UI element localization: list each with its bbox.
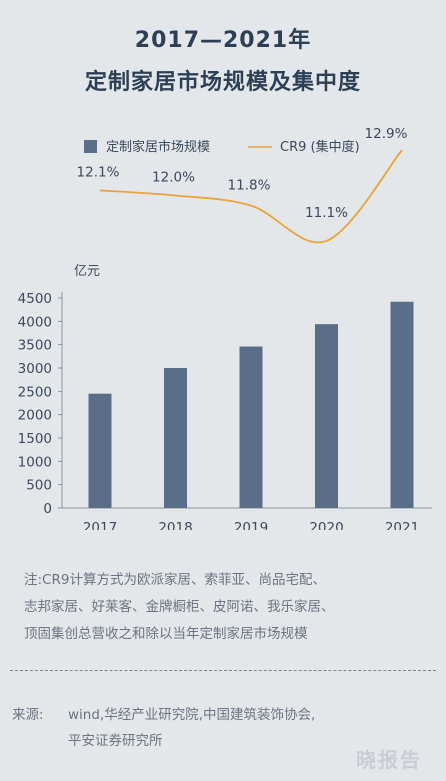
divider [10,670,436,671]
x-tick-label-2020: 2020 [309,520,343,530]
chart-title-line1: 2017—2021年 [134,28,312,53]
watermark-logo: 晓报告 [356,748,422,772]
legend-line-label: CR9 (集中度) [280,139,360,155]
source-line-2: 平安证券研究所 [68,733,163,749]
y-tick-label-1: 500 [26,478,52,494]
y-axis-unit-label: 亿元 [74,264,100,279]
cr9-line [99,149,403,244]
x-tick-label-2017: 2017 [83,520,117,530]
cr9-label-2019: 11.8% [228,178,271,194]
note-line-2: 志邦家居、好莱客、金牌橱柜、皮阿诺、我乐家居、 [24,599,335,615]
legend-bar-label: 定制家居市场规模 [106,139,210,155]
y-tick-label-9: 4500 [18,291,52,307]
y-tick-label-0: 0 [43,501,52,517]
bar-2021 [390,301,414,508]
note-line-1: 注:CR9计算方式为欧派家居、索菲亚、尚品宅配、 [24,572,326,588]
y-tick-label-4: 2000 [18,408,52,424]
legend-bar-swatch [84,140,97,153]
x-tick-label-2019: 2019 [234,520,268,530]
bar-2020 [315,324,338,508]
y-tick-label-2: 1000 [18,454,52,470]
bar-2018 [164,368,187,508]
chart-svg: 定制家居市场规模 CR9 (集中度) 亿元 0 500 1000 1500 2000 2500 3… [18,126,432,530]
chart-title-line2: 定制家居市场规模及集中度 [84,70,361,95]
x-tick-label-2021: 2021 [385,520,419,530]
source-label: 来源: [12,707,44,723]
note-line-3: 顶固集创总营收之和除以当年定制家居市场规模 [24,626,308,642]
cr9-label-2017: 12.1% [77,164,120,180]
cr9-label-2020: 11.1% [305,205,348,221]
cr9-label-2018: 12.0% [152,169,195,185]
source-block: 来源: wind,华经产业研究院,中国建筑装饰协会, 平安证券研究所 [12,702,432,754]
y-tick-label-5: 2500 [18,384,52,400]
y-tick-label-6: 3000 [18,361,52,377]
y-tick-label-8: 4000 [18,314,52,330]
x-tick-label-2018: 2018 [158,520,192,530]
y-tick-label-3: 1500 [18,431,52,447]
cr9-label-2021: 12.9% [365,126,408,142]
y-tick-label-7: 3500 [18,338,52,354]
bar-2017 [88,393,112,508]
source-line-1: wind,华经产业研究院,中国建筑装饰协会, [68,707,316,723]
bar-2019 [239,346,263,508]
